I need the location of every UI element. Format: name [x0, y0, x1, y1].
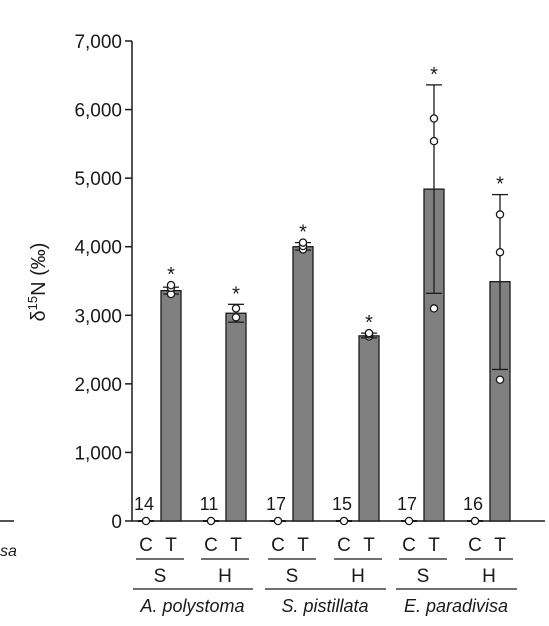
category-label-control: C — [468, 535, 482, 556]
bar-series: 14 * 11 * 17 * 15 * 17 * 16 * — [134, 64, 511, 526]
significance-star: * — [232, 283, 240, 305]
y-tick-label: 5,000 — [74, 169, 122, 190]
y-tick-label: 6,000 — [74, 101, 122, 122]
data-point — [495, 210, 505, 219]
control-value-label: 17 — [397, 494, 417, 514]
y-axis-title-text: N (‰) — [28, 243, 50, 296]
y-tick-label: 2,000 — [74, 375, 122, 396]
data-point — [429, 136, 439, 146]
data-point — [231, 304, 241, 313]
control-point — [470, 516, 480, 526]
control-value-label: 14 — [134, 494, 154, 514]
category-label-treatment: T — [494, 535, 506, 556]
treatment-bar — [358, 335, 380, 522]
species-label: S. pistillata — [281, 596, 368, 616]
control-value-label: 11 — [200, 494, 219, 514]
data-point — [166, 280, 176, 290]
control-value-label: 15 — [332, 494, 352, 514]
control-value-label: 17 — [266, 494, 286, 514]
y-tick-label: 4,000 — [74, 238, 122, 259]
treatment-bar — [292, 246, 314, 522]
significance-star: * — [365, 312, 373, 334]
significance-star: * — [167, 264, 175, 286]
species-label: E. paradivisa — [404, 596, 508, 616]
control-point — [141, 516, 151, 526]
category-label-treatment: T — [363, 535, 375, 556]
category-label-treatment: T — [428, 535, 440, 556]
y-axis-title-superscript: 15 — [25, 296, 40, 310]
group-label: H — [351, 566, 365, 587]
y-axis: 0 1,000 2,000 3,000 4,000 5,000 6,000 7,000 — [74, 32, 545, 533]
category-label-treatment: T — [230, 535, 242, 556]
significance-star: * — [430, 64, 438, 86]
control-value-label: 16 — [463, 494, 483, 514]
category-label-control: C — [402, 535, 416, 556]
category-label-control: C — [139, 535, 153, 556]
species-label: A. polystoma — [139, 596, 244, 616]
data-point — [231, 313, 241, 322]
y-tick-label: 1,000 — [74, 443, 122, 464]
y-tick-label: 7,000 — [74, 32, 122, 53]
category-label-control: C — [271, 535, 285, 556]
data-point — [429, 304, 439, 313]
treatment-bar — [225, 312, 247, 522]
control-point — [273, 516, 283, 526]
category-label-treatment: T — [165, 535, 177, 556]
control-point — [404, 516, 414, 526]
y-tick-label: 3,000 — [74, 306, 122, 327]
data-point — [298, 238, 308, 247]
category-label-treatment: T — [297, 535, 309, 556]
group-label: S — [417, 566, 430, 587]
y-tick-label: 0 — [111, 512, 122, 533]
group-label: H — [218, 566, 232, 587]
control-point — [339, 516, 349, 526]
group-label: H — [482, 566, 496, 587]
data-point — [495, 375, 505, 384]
group-label: S — [154, 566, 167, 587]
data-point — [429, 114, 439, 123]
category-label-control: C — [204, 535, 218, 556]
data-point — [495, 247, 505, 257]
y-axis-title: δ15N (‰) — [25, 243, 50, 322]
group-label: S — [286, 566, 299, 587]
neighbor-panel-text-fragment: sa — [0, 543, 17, 560]
significance-star: * — [496, 174, 504, 196]
significance-star: * — [299, 222, 307, 244]
treatment-bar — [160, 289, 182, 522]
control-point — [206, 516, 216, 526]
category-label-control: C — [337, 535, 351, 556]
data-point — [364, 328, 374, 338]
y-axis-title-delta: δ — [28, 310, 50, 321]
